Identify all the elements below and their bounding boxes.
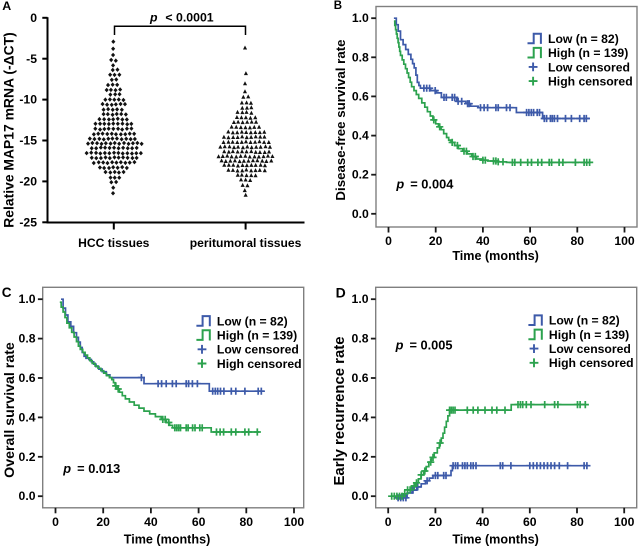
svg-text:HCC tissues: HCC tissues — [78, 236, 150, 250]
svg-text:0.0: 0.0 — [352, 489, 369, 503]
svg-text:B: B — [334, 0, 342, 12]
svg-text:High censored: High censored — [549, 356, 634, 370]
svg-text:Early recurrence rate: Early recurrence rate — [332, 336, 348, 485]
svg-text:-5: -5 — [26, 52, 37, 66]
svg-text:peritumoral tissues: peritumoral tissues — [190, 236, 302, 250]
svg-text:-15: -15 — [19, 134, 37, 148]
svg-text:0.4: 0.4 — [19, 410, 36, 424]
svg-text:Low censored: Low censored — [549, 342, 631, 356]
svg-text:High (n = 139): High (n = 139) — [548, 46, 628, 60]
svg-text:100: 100 — [614, 234, 635, 248]
svg-text:100: 100 — [284, 515, 305, 529]
svg-text:Time (months): Time (months) — [124, 533, 211, 547]
svg-text:60: 60 — [523, 515, 537, 529]
svg-text:80: 80 — [571, 234, 585, 248]
svg-text:0.0: 0.0 — [19, 489, 36, 503]
svg-text:-10: -10 — [19, 93, 37, 107]
svg-text:0.8: 0.8 — [19, 332, 36, 346]
svg-text:0.2: 0.2 — [19, 450, 36, 464]
svg-text:Low censored: Low censored — [217, 343, 299, 357]
svg-text:1.0: 1.0 — [352, 11, 369, 25]
svg-text:0.2: 0.2 — [352, 450, 369, 464]
svg-text:1.0: 1.0 — [19, 292, 36, 306]
svg-text:0.0: 0.0 — [352, 207, 369, 221]
svg-text:Low (n = 82): Low (n = 82) — [549, 314, 620, 328]
svg-text:0.6: 0.6 — [352, 371, 369, 385]
svg-text:High (n = 139): High (n = 139) — [549, 328, 629, 342]
svg-text:0: 0 — [52, 515, 59, 529]
svg-text:0.2: 0.2 — [352, 168, 369, 182]
svg-text:-20: -20 — [19, 175, 37, 189]
svg-text:D: D — [336, 285, 346, 301]
svg-text:High censored: High censored — [548, 75, 633, 89]
svg-text:60: 60 — [523, 234, 537, 248]
svg-text:p = 0.004: p = 0.004 — [395, 176, 454, 191]
svg-text:0.8: 0.8 — [352, 50, 369, 64]
svg-text:0: 0 — [385, 515, 392, 529]
svg-text:Time (months): Time (months) — [452, 249, 539, 263]
svg-text:Low (n = 82): Low (n = 82) — [217, 314, 288, 328]
svg-text:0.4: 0.4 — [352, 410, 369, 424]
svg-text:Low (n = 82): Low (n = 82) — [548, 32, 619, 46]
svg-text:p = 0.013: p = 0.013 — [62, 461, 120, 476]
svg-text:C: C — [2, 285, 12, 300]
svg-text:High (n = 139): High (n = 139) — [217, 329, 297, 343]
svg-text:0: 0 — [385, 234, 392, 248]
svg-text:100: 100 — [614, 515, 635, 529]
svg-text:High censored: High censored — [217, 357, 302, 371]
svg-text:A: A — [2, 0, 11, 13]
svg-text:40: 40 — [476, 515, 490, 529]
svg-text:0.6: 0.6 — [19, 371, 36, 385]
svg-text:40: 40 — [144, 515, 158, 529]
svg-text:Overall survival rate: Overall survival rate — [2, 342, 18, 478]
svg-text:Low censored: Low censored — [548, 60, 630, 74]
svg-text:Relative MAP17 mRNA (-ΔCT): Relative MAP17 mRNA (-ΔCT) — [1, 32, 17, 227]
svg-text:p = 0.005: p = 0.005 — [395, 338, 453, 353]
svg-text:0.6: 0.6 — [352, 89, 369, 103]
svg-text:Time (months): Time (months) — [452, 533, 539, 547]
svg-text:0: 0 — [30, 11, 37, 25]
svg-text:0.4: 0.4 — [352, 129, 369, 143]
svg-text:20: 20 — [429, 234, 443, 248]
svg-text:-25: -25 — [19, 215, 37, 229]
svg-text:20: 20 — [429, 515, 443, 529]
svg-text:80: 80 — [240, 515, 254, 529]
svg-text:80: 80 — [570, 515, 584, 529]
svg-text:40: 40 — [476, 234, 490, 248]
svg-text:Disease-free survival rate: Disease-free survival rate — [333, 39, 348, 200]
svg-text:p < 0.0001: p < 0.0001 — [149, 11, 214, 25]
svg-text:60: 60 — [192, 515, 206, 529]
svg-text:20: 20 — [96, 515, 110, 529]
svg-text:1.0: 1.0 — [352, 292, 369, 306]
svg-text:0.8: 0.8 — [352, 332, 369, 346]
